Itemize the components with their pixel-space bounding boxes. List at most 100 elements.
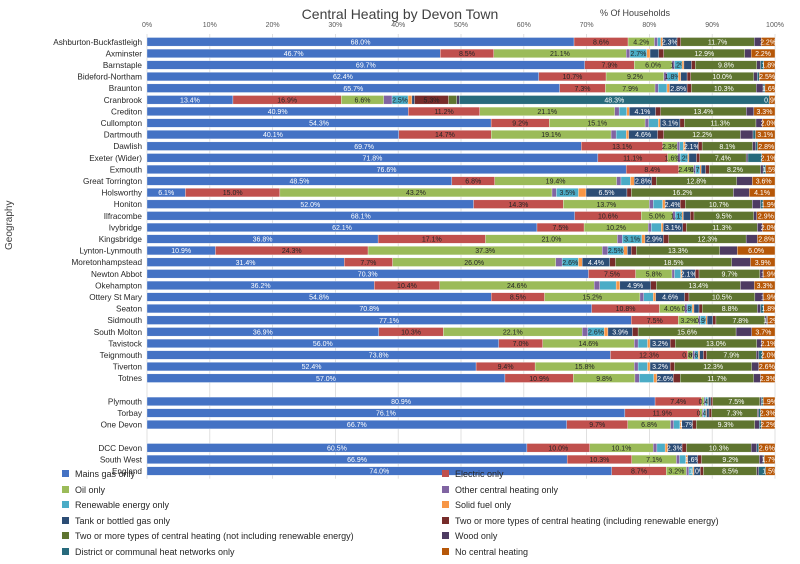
bar-segment xyxy=(756,211,776,221)
data-label: 2.6% xyxy=(759,364,775,371)
bar-segment xyxy=(745,153,749,163)
bar-segment xyxy=(663,234,670,244)
bar-segment xyxy=(746,106,755,116)
legend-swatch xyxy=(442,532,449,540)
row-label: Ashburton-Buckfastleigh xyxy=(53,38,142,47)
bar-segment xyxy=(762,269,776,279)
bar-segment xyxy=(752,199,761,209)
bar-segment xyxy=(762,292,776,302)
bar-segment xyxy=(750,257,776,267)
data-label: 13.0% xyxy=(706,341,726,348)
data-label: 11.2% xyxy=(434,109,453,116)
bar-segment xyxy=(634,338,639,348)
bar-segment xyxy=(551,188,557,198)
bar-segment xyxy=(411,95,415,105)
data-label: 2.8% xyxy=(758,144,774,151)
data-label: 36.2% xyxy=(251,283,271,290)
data-label: 15.6% xyxy=(677,329,697,336)
row-label: Ilfracombe xyxy=(104,212,143,221)
row-label: Exeter (Wider) xyxy=(89,154,142,163)
data-label: 3.9% xyxy=(612,329,628,336)
legend-swatch xyxy=(62,532,69,540)
data-label: 2.0% xyxy=(761,121,777,128)
data-label: 10.0% xyxy=(712,74,732,81)
data-label: 12.3% xyxy=(639,353,659,360)
row-label: Dawlish xyxy=(113,142,142,151)
row-label: Dartmouth xyxy=(104,131,143,140)
data-label: 4.9% xyxy=(627,283,643,290)
legend-label: Oil only xyxy=(75,484,106,495)
data-label: 2.8% xyxy=(670,86,686,93)
data-label: 2.3% xyxy=(662,144,678,151)
bar-segment xyxy=(756,350,759,360)
x-tick-label: 10% xyxy=(203,22,217,29)
bar-segment xyxy=(448,95,457,105)
row-label: Honiton xyxy=(114,200,143,209)
data-label: 11.9% xyxy=(653,411,672,418)
row-label: Plymouth xyxy=(108,397,143,406)
bar-segment xyxy=(763,304,776,314)
data-label: 0.9% xyxy=(764,97,780,104)
data-label: 2.5% xyxy=(392,97,408,104)
data-label: 2.2% xyxy=(760,422,776,429)
data-label: 3.2% xyxy=(652,364,668,371)
legend-swatch xyxy=(62,516,69,524)
bar-segment xyxy=(762,396,776,406)
data-label: 5.0% xyxy=(649,213,665,220)
row-label: Lynton-Lynmouth xyxy=(79,247,142,256)
bar-segment xyxy=(753,211,757,221)
bar-segment xyxy=(627,246,632,256)
legend-label: Other central heating only xyxy=(455,484,559,495)
data-label: 4.1% xyxy=(754,190,770,197)
data-label: 7.4% xyxy=(715,155,731,162)
bar-segment xyxy=(593,280,600,290)
data-label: 13.4% xyxy=(180,97,200,104)
data-label: 80.9% xyxy=(391,399,411,406)
legend-swatch xyxy=(62,501,69,509)
x-tick-label: 30% xyxy=(328,22,342,29)
legend-swatch xyxy=(62,485,69,493)
bar-segment xyxy=(647,222,652,232)
data-label: 6.8% xyxy=(641,422,657,429)
legend-item: Other central heating only xyxy=(442,484,558,496)
bar-segment xyxy=(757,234,776,244)
data-label: 3.3% xyxy=(757,283,773,290)
row-label: Ivybridge xyxy=(109,223,143,232)
data-label: 3.2% xyxy=(668,469,684,476)
bar-segment xyxy=(582,327,589,337)
data-label: 24.3% xyxy=(282,248,302,255)
data-label: 71.8% xyxy=(363,155,383,162)
data-label: 10.9% xyxy=(529,376,549,383)
bar-segment xyxy=(764,83,776,93)
bar-segment xyxy=(762,118,776,128)
data-label: 8.2% xyxy=(727,167,743,174)
row-label: Barnstaple xyxy=(103,61,143,70)
bar-segment xyxy=(697,454,702,464)
data-label: 1.5% xyxy=(762,167,778,174)
data-label: 1.9% xyxy=(761,202,777,209)
bar-segment xyxy=(578,257,583,267)
data-label: 10.4% xyxy=(397,283,417,290)
bar-segment xyxy=(676,37,681,47)
data-label: 15.0% xyxy=(223,190,243,197)
bar-segment xyxy=(657,130,664,140)
data-label: 62.1% xyxy=(332,225,352,232)
data-label: 52.0% xyxy=(300,202,320,209)
data-label: 19.4% xyxy=(546,179,566,186)
bar-segment xyxy=(698,141,703,151)
data-label: 2.5% xyxy=(608,248,624,255)
bar-segment xyxy=(754,420,760,430)
data-label: 3.5% xyxy=(559,190,575,197)
data-label: 2.4% xyxy=(665,202,681,209)
bar-segment xyxy=(630,176,635,186)
legend-swatch xyxy=(62,547,69,555)
bar-segment xyxy=(710,396,713,406)
chart-title: Central Heating by Devon Town xyxy=(301,6,499,22)
data-label: 2.2% xyxy=(755,51,771,58)
bar-segment xyxy=(578,188,587,198)
data-label: 12.9% xyxy=(694,51,714,58)
data-label: 24.6% xyxy=(507,283,527,290)
row-label: Braunton xyxy=(109,84,143,93)
bar-segment xyxy=(691,304,695,314)
